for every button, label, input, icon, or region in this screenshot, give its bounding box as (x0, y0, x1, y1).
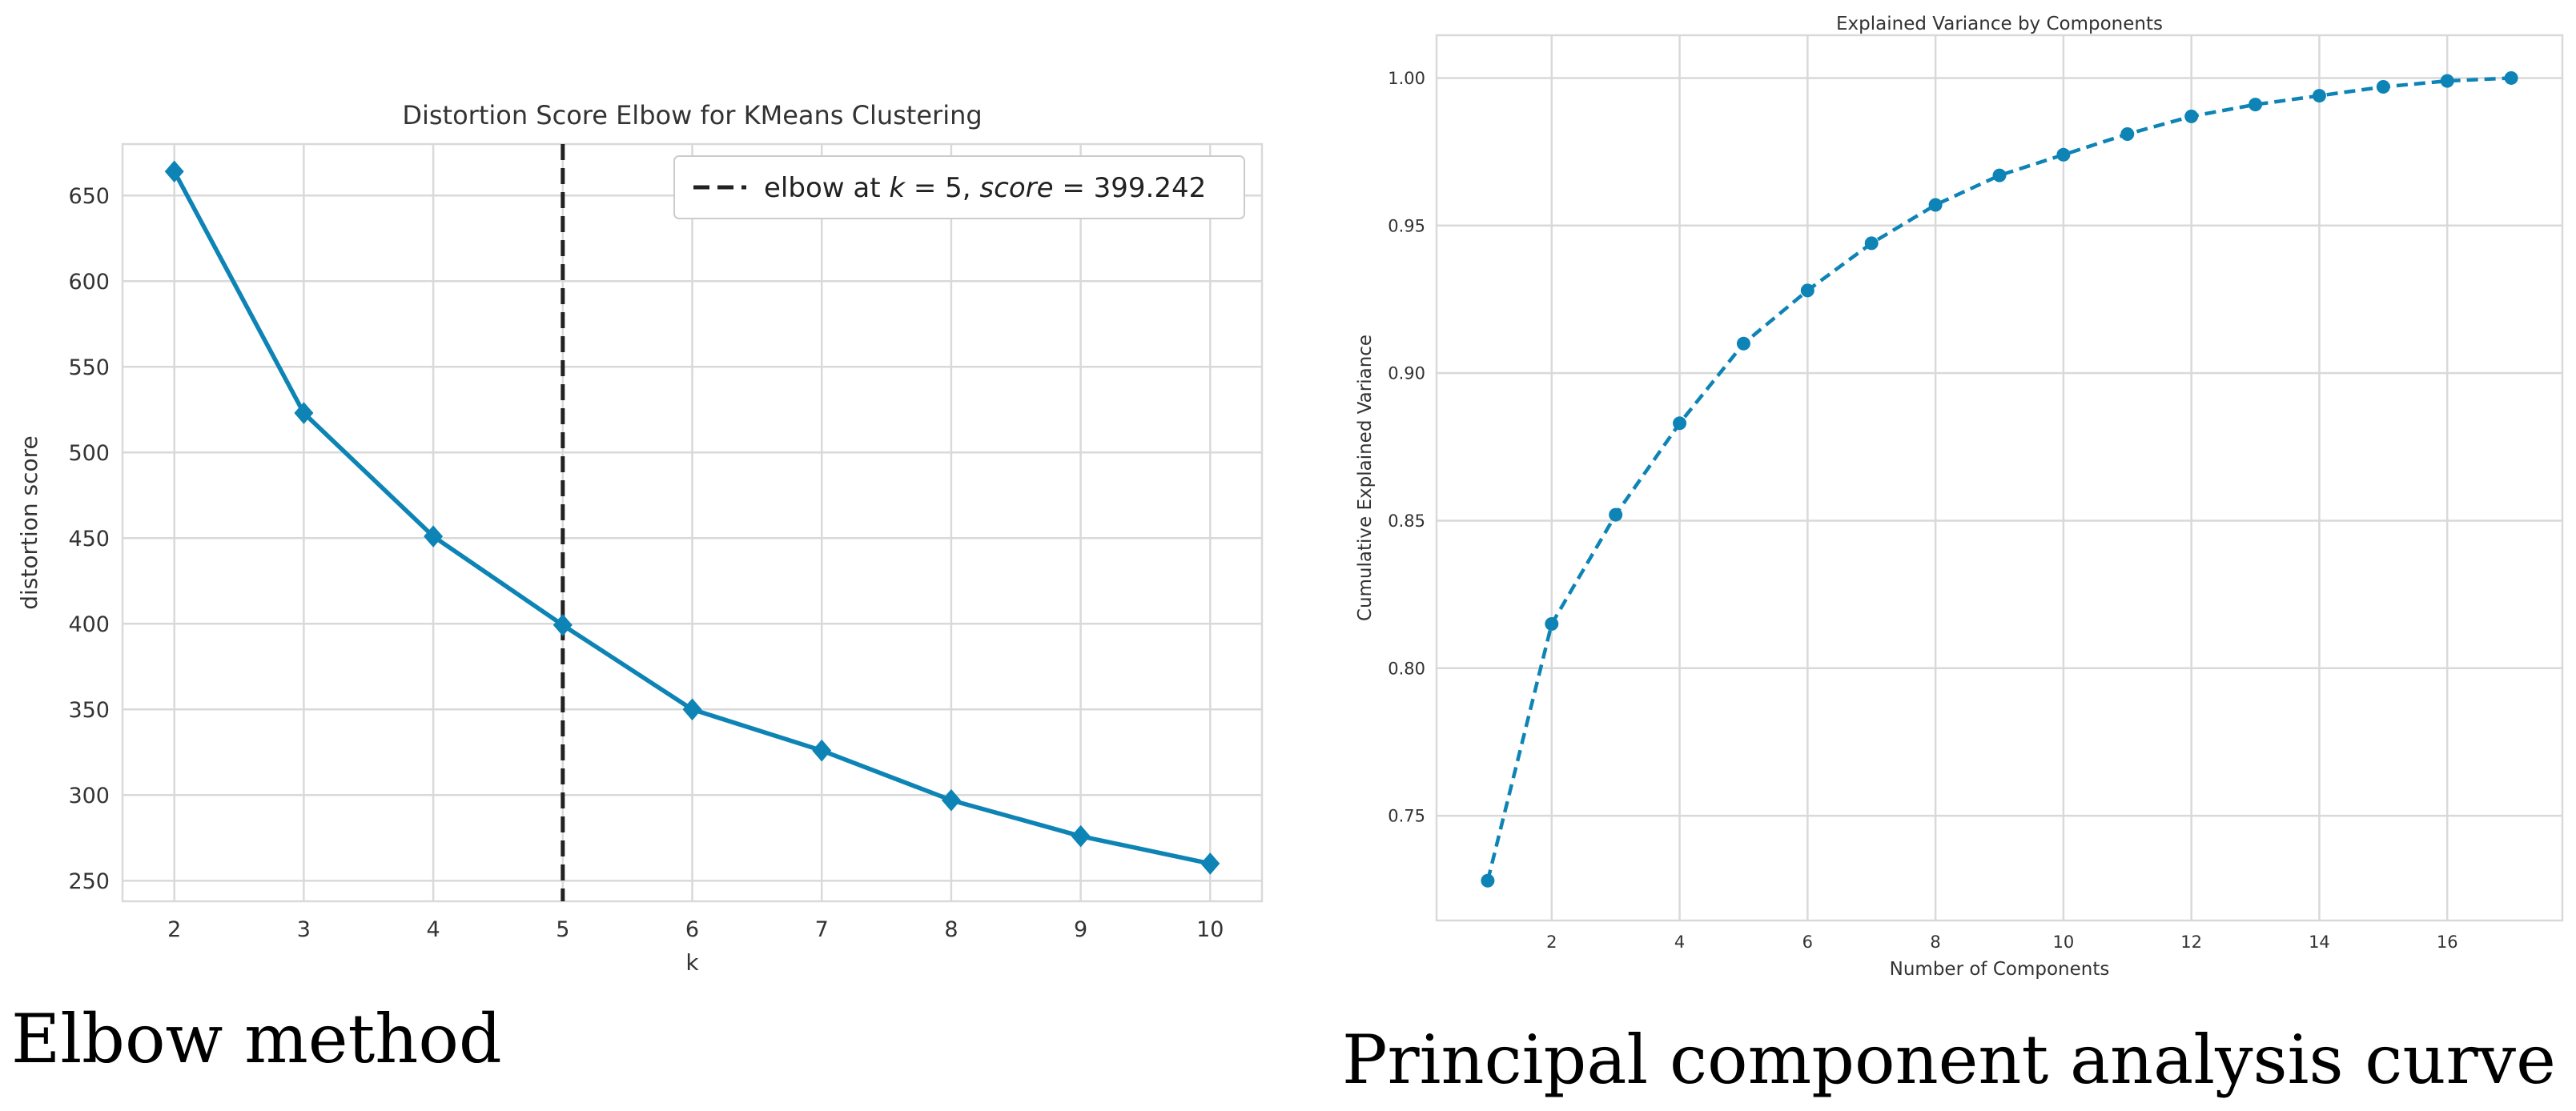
y-tick-label: 0.75 (1388, 807, 1425, 826)
y-tick-label: 0.85 (1388, 511, 1425, 531)
data-point (294, 402, 314, 424)
x-tick-label: 8 (944, 917, 958, 942)
data-point (2056, 147, 2071, 162)
series-line (1485, 76, 2512, 881)
data-point (1545, 616, 1559, 631)
y-tick-label: 350 (68, 698, 110, 723)
x-tick-label: 10 (2053, 933, 2075, 952)
data-point (682, 698, 702, 721)
data-point (1800, 283, 1814, 298)
plot-frame (1435, 34, 2564, 922)
y-tick-label: 650 (68, 184, 110, 209)
data-point (424, 525, 444, 547)
y-tick-label: 0.80 (1388, 659, 1425, 678)
data-point (1864, 236, 1879, 251)
data-point (2312, 89, 2326, 103)
y-tick-label: 0.95 (1388, 216, 1425, 235)
caption-elbow-method: Elbow method (11, 1000, 502, 1078)
y-axis-label: Cumulative Explained Variance (1355, 335, 1376, 621)
legend-label: elbow at k = 5, score = 399.242 (764, 172, 1206, 204)
x-tick-label: 6 (685, 917, 699, 942)
x-tick-label: 16 (2437, 933, 2458, 952)
y-tick-label: 1.00 (1388, 69, 1425, 88)
caption-pca-curve: Principal component analysis curve (1342, 1021, 2556, 1099)
data-point (2248, 98, 2263, 112)
x-tick-label: 6 (1802, 933, 1813, 952)
data-point (553, 614, 573, 636)
x-tick-label: 2 (1546, 933, 1557, 952)
data-point (2504, 70, 2518, 85)
x-tick-label: 2 (167, 917, 181, 942)
x-axis-label: Number of Components (1890, 959, 2110, 980)
chart-title: Distortion Score Elbow for KMeans Cluste… (402, 100, 982, 130)
legend-box (673, 155, 1245, 219)
y-axis-label: distortion score (16, 435, 42, 610)
x-tick-label: 5 (556, 917, 569, 942)
y-tick-label: 500 (68, 441, 110, 466)
data-point (1609, 507, 1623, 522)
x-axis-label: k (685, 949, 699, 976)
y-tick-label: 400 (68, 612, 110, 637)
x-tick-label: 12 (2180, 933, 2202, 952)
plot-frame (121, 142, 1264, 903)
data-point (1736, 336, 1750, 351)
y-tick-label: 0.90 (1388, 364, 1425, 383)
data-point (812, 739, 832, 762)
legend: elbow at k = 5, score = 399.242 (673, 155, 1245, 219)
data-point (1481, 873, 1495, 888)
y-tick-label: 250 (68, 869, 110, 894)
x-tick-label: 4 (1674, 933, 1685, 952)
data-point (1928, 198, 1943, 212)
data-point (2376, 80, 2390, 94)
x-tick-label: 3 (297, 917, 311, 942)
x-tick-label: 4 (426, 917, 440, 942)
data-point (1071, 824, 1091, 848)
pca-chart: 2 4 6 8 10 12 14 16 0.75 0.80 0.85 0.90 0.95 1.00 Expl… (1355, 14, 2564, 980)
y-tick-label: 300 (68, 784, 110, 808)
data-point (941, 788, 961, 812)
y-tick-label: 450 (68, 527, 110, 551)
y-tick-label: 600 (68, 270, 110, 295)
y-tick-label: 550 (68, 355, 110, 380)
elbow-chart: 2 3 4 5 6 7 8 9 10 250 300 350 400 450 500 550 600 650 Dis… (16, 100, 1264, 976)
data-point (164, 160, 184, 183)
plot-area (1437, 35, 2562, 920)
data-point (1200, 852, 1220, 875)
x-tick-label: 10 (1196, 917, 1224, 942)
data-point (2184, 109, 2199, 123)
x-tick-label: 14 (2309, 933, 2330, 952)
x-tick-label: 8 (1930, 933, 1940, 952)
x-tick-label: 7 (815, 917, 829, 942)
data-point (2440, 74, 2454, 88)
x-tick-label: 9 (1074, 917, 1087, 942)
data-point (1992, 168, 2007, 182)
data-point (1673, 416, 1687, 431)
chart-title: Explained Variance by Components (1836, 14, 2163, 34)
data-point (2120, 127, 2135, 142)
